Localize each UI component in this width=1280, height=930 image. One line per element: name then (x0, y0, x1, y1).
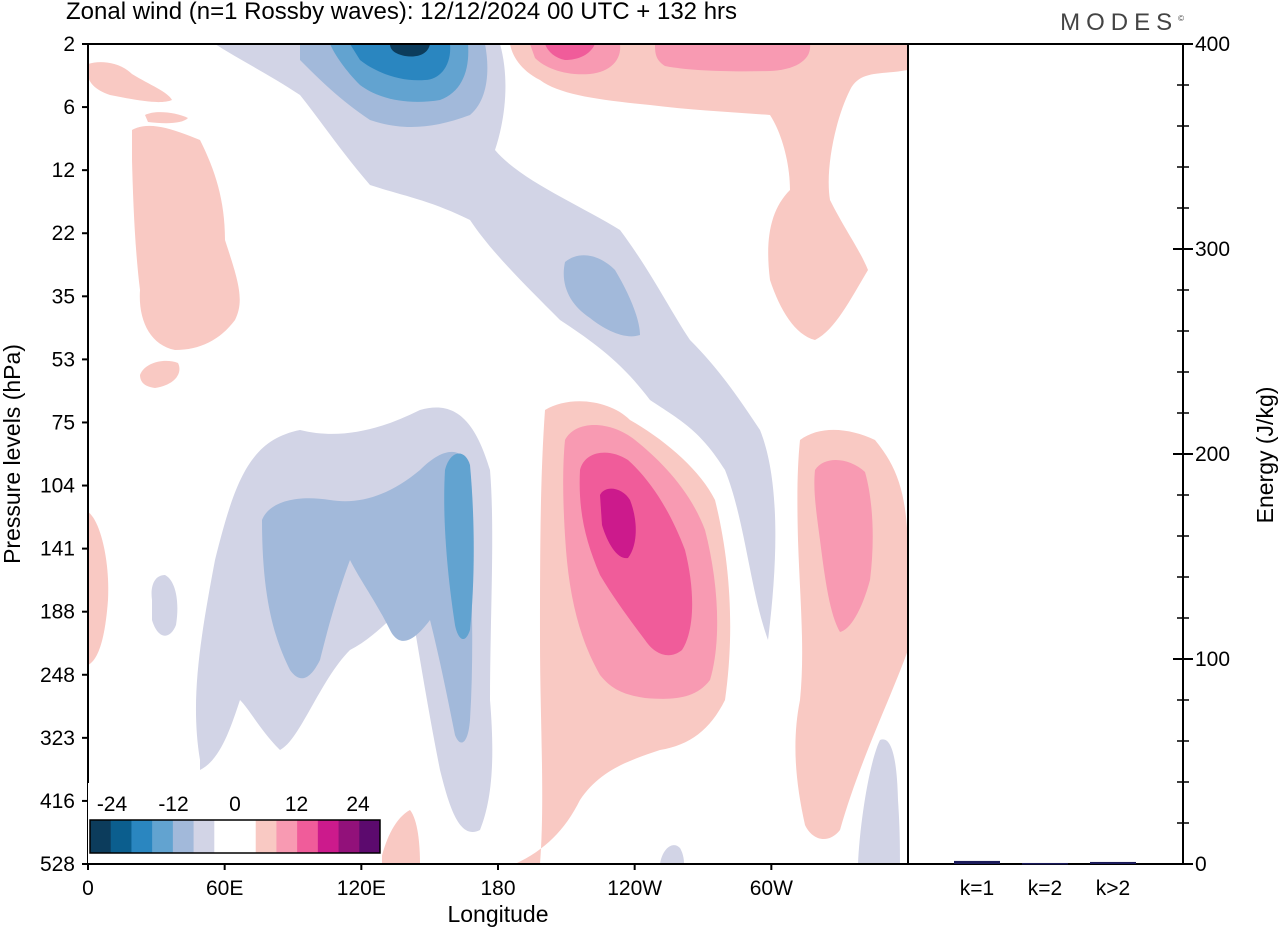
contour-negative-lower-mid (262, 451, 473, 743)
colorbar: -24 -12 0 12 24 (88, 783, 382, 863)
colorbar-label: 24 (346, 793, 370, 816)
colorbar-label: -12 (158, 793, 188, 816)
colorbar-outline (89, 819, 381, 854)
y-tick-label: 22 (52, 222, 75, 245)
contour-negative-core-b (444, 453, 474, 640)
colorbar-swatch (131, 820, 153, 853)
y-tick-label: 104 (40, 475, 75, 498)
x-tick-label: 60W (750, 877, 793, 900)
contour-negative-core-c (350, 44, 451, 81)
energy-bar (1090, 861, 1136, 864)
contour-positive-top-core (545, 44, 595, 60)
heatmap-x-axis: 0 60E 120E 180 120W 60W (82, 864, 793, 900)
contour-positive-top-right-mid (655, 44, 811, 72)
x-tick-label: 120W (607, 877, 662, 900)
contour-negative-bottom-lobe (858, 739, 900, 864)
colorbar-swatch (317, 820, 340, 853)
energy-x-tick-label: k=2 (1028, 877, 1062, 900)
energy-y-tick-label: 100 (1195, 648, 1230, 671)
y-tick-label: 188 (40, 601, 75, 624)
chart-title: Zonal wind (n=1 Rossby waves): 12/12/202… (66, 0, 738, 25)
contour-positive-bottom (380, 810, 420, 864)
y-tick-label: 53 (52, 348, 75, 371)
colorbar-swatch (110, 820, 132, 853)
energy-x-axis: k=1 k=2 k>2 (960, 877, 1130, 900)
contour-positive-top-right (510, 44, 908, 340)
contour-positive-left-edge (88, 512, 109, 665)
colorbar-swatch (152, 820, 174, 853)
contour-negative-mid-patch (563, 255, 640, 337)
colorbar-swatch (338, 820, 360, 853)
energy-x-tick-label: k>2 (1096, 877, 1130, 900)
y-tick-label: 141 (40, 538, 75, 561)
energy-bars (954, 860, 1136, 865)
contour-positive-right-mid (814, 460, 873, 632)
energy-y-axis: 0 100 200 300 400 (1173, 33, 1230, 876)
heatmap-y-axis: 2 6 12 22 35 53 75 104 141 188 248 323 416 528 (40, 33, 88, 876)
colorbar-swatch (214, 820, 236, 853)
colorbar-swatch (297, 820, 319, 853)
y-tick-label: 248 (40, 664, 75, 687)
modes-logo: MODES© (1060, 9, 1184, 37)
contour-negative-small-lobe (151, 575, 178, 636)
colorbar-label: -24 (97, 793, 128, 816)
energy-bar (1022, 862, 1068, 865)
brand-mark: © (1178, 14, 1184, 23)
y-tick-label: 75 (52, 411, 75, 434)
contour-positive-left-top (88, 62, 172, 103)
colorbar-swatch (235, 820, 257, 853)
contour-positive-left-dash (145, 112, 188, 124)
energy-y-tick-label: 0 (1195, 853, 1207, 876)
contour-field (88, 44, 908, 864)
heatmap-y-title: Pressure levels (hPa) (0, 344, 25, 564)
colorbar-swatch (172, 820, 195, 853)
colorbar-swatch (276, 820, 298, 853)
x-tick-label: 0 (82, 877, 94, 900)
colorbar-swatches (89, 819, 381, 854)
x-tick-label: 180 (480, 877, 515, 900)
contour-positive-center-peak (600, 488, 636, 559)
colorbar-labels: -24 -12 0 12 24 (97, 793, 370, 816)
energy-y-tick-label: 200 (1195, 443, 1230, 466)
energy-y-tick-label: 300 (1195, 238, 1230, 261)
colorbar-label: 12 (285, 793, 308, 816)
y-tick-label: 12 (52, 159, 75, 182)
colorbar-swatch (255, 820, 277, 853)
contour-positive-left-blob (140, 360, 180, 388)
heatmap-x-title: Longitude (447, 901, 548, 927)
y-tick-label: 528 (40, 853, 75, 876)
x-tick-label: 60E (206, 877, 243, 900)
y-tick-label: 2 (63, 33, 75, 56)
y-tick-label: 323 (40, 727, 75, 750)
y-tick-label: 35 (52, 285, 75, 308)
contour-negative-core-d (390, 44, 430, 57)
energy-y-tick-label: 400 (1195, 33, 1230, 56)
energy-x-tick-label: k=1 (960, 877, 994, 900)
y-tick-label: 416 (40, 790, 75, 813)
brand-text: MODES (1060, 9, 1179, 36)
colorbar-label: 0 (229, 793, 241, 816)
energy-y-title: Energy (J/kg) (1252, 387, 1278, 524)
contour-positive-left-band (132, 125, 240, 350)
colorbar-swatch (90, 820, 112, 853)
y-tick-label: 6 (63, 96, 75, 119)
energy-bar (954, 860, 1000, 864)
colorbar-swatch (359, 820, 381, 853)
x-tick-label: 120E (337, 877, 386, 900)
contour-negative-bottom-tiny (660, 845, 684, 864)
contour-negative-upper-band (215, 44, 776, 640)
colorbar-swatch (193, 820, 215, 853)
